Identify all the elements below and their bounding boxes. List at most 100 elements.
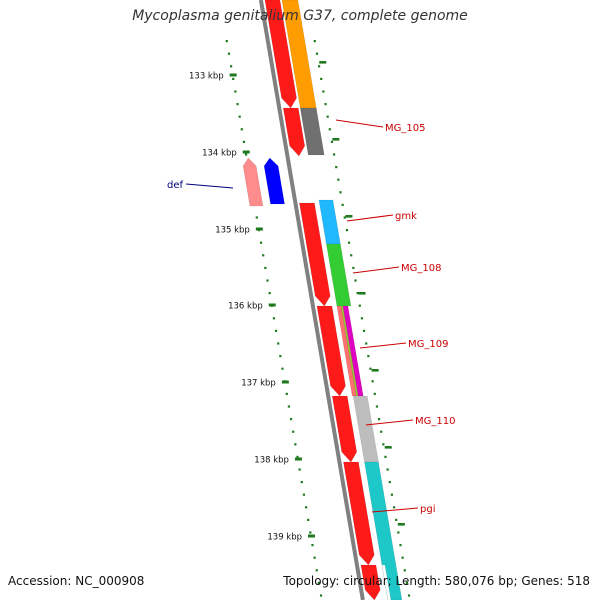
scale-dot <box>358 304 361 307</box>
scale-tick <box>358 292 366 295</box>
scale-dot <box>324 103 327 106</box>
scale-dot <box>294 443 297 446</box>
gene-label: def <box>167 180 184 191</box>
backbone-line <box>258 0 365 601</box>
scale-dot <box>296 455 299 458</box>
scale-dot <box>341 203 344 206</box>
cog-block-sky <box>318 199 341 245</box>
scale-tick <box>268 303 276 307</box>
scale-dot <box>395 518 398 521</box>
scale-dot <box>339 191 342 194</box>
scale-dot <box>264 266 267 269</box>
scale-dot <box>285 392 288 395</box>
scale-label: 134 kbp <box>202 149 237 159</box>
scale-tick <box>384 446 392 449</box>
scale-dot <box>240 128 243 131</box>
scale-tick <box>319 61 327 64</box>
scale-dot <box>255 216 258 219</box>
scale-dot <box>319 594 323 597</box>
gene-label: pgi <box>420 504 435 515</box>
scale-dot <box>259 241 263 244</box>
scale-dot <box>287 405 291 408</box>
scale-dot <box>386 468 389 471</box>
scale-dot <box>234 90 237 93</box>
gene-callout-line <box>185 183 234 189</box>
scale-dot <box>356 292 359 295</box>
gene-callout-line <box>365 419 414 426</box>
scale-dot <box>343 216 346 219</box>
scale-dot <box>330 140 334 143</box>
topology-summary: Topology: circular; Length: 580,076 bp; … <box>283 574 590 588</box>
scale-tick <box>308 534 316 538</box>
cds-arrow <box>360 564 381 601</box>
gene-label: MG_109 <box>408 339 448 350</box>
scale-dot <box>274 329 278 332</box>
scale-dot <box>238 115 241 118</box>
scale-dot <box>317 65 321 68</box>
scale-dot <box>382 443 385 446</box>
scale-dot <box>266 279 269 282</box>
scale-dot <box>298 468 301 471</box>
scale-dot <box>332 153 336 156</box>
outer-scale-ring <box>313 40 411 597</box>
scale-label: 139 kbp <box>267 533 302 543</box>
gene-label: MG_108 <box>401 263 441 274</box>
scale-dot <box>345 229 349 232</box>
scale-dot <box>268 292 271 295</box>
scale-dot <box>242 140 246 143</box>
scale-dot <box>369 367 372 370</box>
scale-dot <box>335 166 338 169</box>
scale-dot <box>317 581 321 584</box>
def-cog-block <box>263 157 285 205</box>
scale-dot <box>392 506 396 509</box>
scale-dot <box>300 481 303 484</box>
gene-callout-line <box>335 119 384 128</box>
scale-dot <box>399 544 402 547</box>
scale-tick <box>332 138 340 141</box>
scale-dot <box>311 544 314 547</box>
gene-label: gmk <box>395 211 417 222</box>
cds-arrow <box>299 202 331 307</box>
def-gene-arrow <box>242 157 264 207</box>
scale-dot <box>401 556 404 559</box>
scale-dot <box>232 77 235 80</box>
scale-dot <box>371 380 374 383</box>
scale-dot <box>315 52 319 55</box>
scale-dot <box>373 392 376 395</box>
scale-dot <box>407 594 411 597</box>
cds-arrow <box>343 461 375 566</box>
scale-dot <box>403 569 406 572</box>
scale-dot <box>362 329 366 332</box>
scale-dot <box>236 103 239 106</box>
scale-dot <box>405 581 409 584</box>
scale-dot <box>313 40 316 43</box>
cog-block-green <box>326 243 352 307</box>
scale-dot <box>309 531 312 534</box>
gene-callout-line <box>346 214 394 222</box>
scale-dot <box>320 77 323 80</box>
scale-dot <box>302 493 306 496</box>
scale-dot <box>315 569 318 572</box>
cds-arrow <box>264 0 297 109</box>
scale-dot <box>326 115 329 118</box>
scale-label: 133 kbp <box>189 72 224 82</box>
scale-tick <box>397 523 405 526</box>
cds-arrow <box>282 107 306 157</box>
cog-block-gray <box>299 107 325 156</box>
scale-tick <box>371 369 379 372</box>
scale-dot <box>388 481 391 484</box>
scale-dot <box>279 355 282 358</box>
scale-dot <box>390 493 394 496</box>
scale-dot <box>347 241 351 244</box>
scale-dot <box>292 430 295 433</box>
gene-callout-line <box>352 266 400 274</box>
scale-dot <box>307 518 310 521</box>
scale-dot <box>281 367 284 370</box>
scale-dot <box>354 279 357 282</box>
scale-label: 136 kbp <box>228 302 263 312</box>
scale-dot <box>377 418 381 421</box>
cds-arrow <box>331 395 358 463</box>
cds-arrow <box>316 305 346 397</box>
scale-dot <box>350 254 353 257</box>
